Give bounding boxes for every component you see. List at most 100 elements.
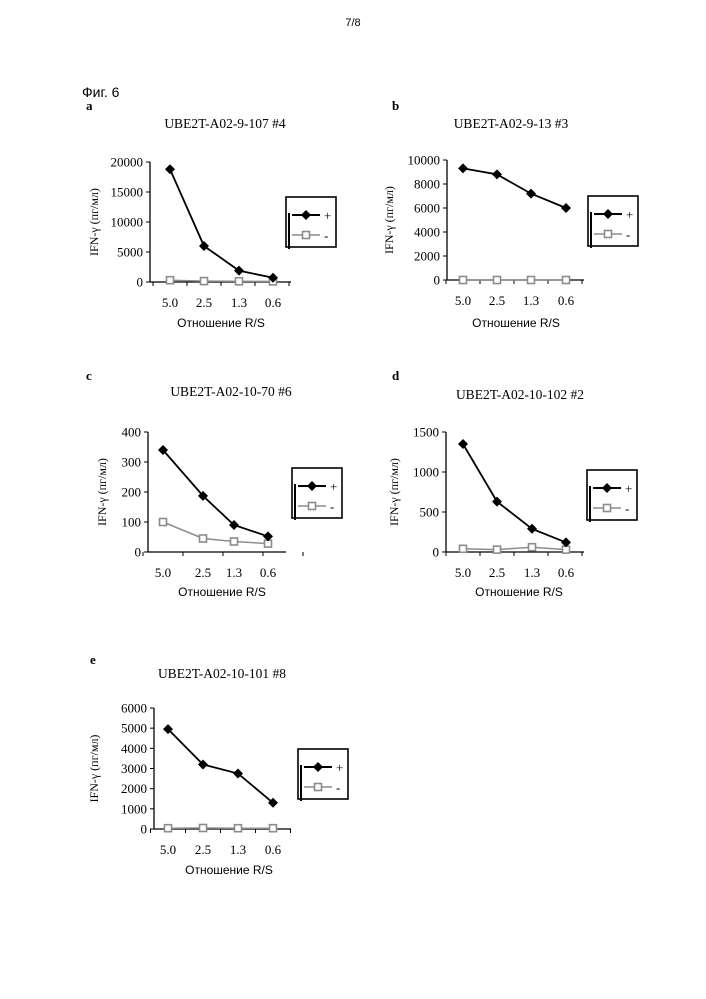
x-axis-label: Отношение R/S (475, 585, 563, 599)
x-tick-label: 2.5 (489, 565, 505, 580)
legend-label-plus: + (626, 207, 633, 222)
data-point-plus (458, 163, 468, 174)
chart-title: UBE2T-A02-9-107 #4 (164, 116, 286, 131)
y-tick-label: 15000 (111, 185, 144, 200)
panel-letter: d (392, 368, 400, 383)
figure-label: Фиг. 6 (82, 84, 120, 100)
series-line-minus (162, 521, 269, 545)
chart-panel-a: a UBE2T-A02-9-107 #4 0 5000 10000 15000 20000 5… (86, 98, 337, 330)
legend-frame (586, 469, 638, 521)
data-point-minus (165, 275, 175, 285)
legend-marker-minus (307, 501, 317, 511)
series-line-plus (462, 167, 567, 209)
legend-marker-plus (603, 209, 613, 219)
data-point-minus (268, 823, 278, 833)
series-line-minus (169, 279, 274, 283)
y-tick-label: 1000 (121, 801, 147, 816)
x-tick-label: 5.0 (155, 565, 171, 580)
y-tick-label: 500 (420, 505, 440, 520)
data-point-plus (527, 523, 537, 534)
legend-label-minus: - (625, 501, 629, 516)
y-tick-label: 0 (433, 545, 440, 560)
data-point-minus (158, 517, 168, 527)
y-tick-label: 300 (122, 455, 142, 470)
data-point-plus (198, 759, 208, 770)
data-point-plus (561, 537, 571, 548)
y-tick-label: 6000 (121, 701, 147, 716)
data-point-plus (234, 265, 244, 276)
x-tick-label: 5.0 (160, 842, 176, 857)
x-axis-label: Отношение R/S (472, 316, 560, 330)
data-point-plus (268, 272, 278, 283)
legend-label-plus: + (330, 479, 337, 494)
data-point-plus (268, 797, 278, 808)
y-tick-label: 10000 (408, 153, 441, 168)
x-tick-label: 1.3 (230, 842, 246, 857)
legend-marker-plus (301, 210, 311, 220)
y-tick-label: 4000 (121, 741, 147, 756)
data-point-plus (158, 445, 168, 455)
x-tick-label: 0.6 (265, 842, 282, 857)
chart-panel-e: e UBE2T-A02-10-101 #8 0 1000 2000 3000 4000 500… (87, 652, 349, 877)
y-tick-label: 200 (122, 485, 142, 500)
data-point-minus (561, 275, 571, 285)
data-point-minus (527, 542, 537, 552)
panel-letter: a (86, 98, 93, 113)
y-tick-label: 5000 (117, 245, 143, 260)
legend-label-minus: - (626, 227, 630, 242)
legend-marker-minus (602, 503, 612, 513)
legend-label-plus: + (324, 208, 331, 223)
x-tick-label: 1.3 (231, 295, 247, 310)
data-point-minus (458, 275, 468, 285)
y-tick-label: 2000 (414, 249, 440, 264)
data-point-plus (561, 203, 571, 213)
x-tick-label: 5.0 (455, 565, 471, 580)
chart-panel-c: c UBE2T-A02-10-70 #6 0 100 200 300 400 5.0 2.5 1.… (86, 368, 343, 599)
x-tick-label: 2.5 (195, 565, 211, 580)
y-axis-label: IFN-γ (пг/мл) (87, 188, 101, 256)
y-tick-label: 3000 (121, 761, 147, 776)
y-tick-label: 0 (434, 273, 441, 288)
y-tick-label: 2000 (121, 781, 147, 796)
legend: +- (291, 467, 343, 520)
data-point-minus (458, 544, 468, 554)
series-line-plus (167, 728, 274, 804)
legend-marker-plus (313, 762, 323, 772)
x-tick-label: 5.0 (455, 293, 471, 308)
legend-marker-minus (603, 229, 613, 239)
data-point-plus (199, 241, 209, 251)
y-tick-label: 6000 (414, 201, 440, 216)
y-tick-label: 1500 (413, 425, 439, 440)
legend-label-minus: - (324, 228, 328, 243)
x-tick-label: 2.5 (196, 295, 212, 310)
data-point-minus (229, 537, 239, 546)
data-point-plus (458, 439, 468, 449)
data-point-minus (198, 534, 208, 543)
legend-frame (285, 196, 337, 248)
y-tick-label: 400 (122, 425, 142, 440)
panel-letter: e (90, 652, 96, 667)
x-tick-label: 0.6 (558, 565, 575, 580)
data-point-plus (233, 768, 243, 779)
y-axis-label: IFN-γ (пг/мл) (87, 735, 101, 803)
data-point-minus (233, 823, 243, 833)
chart-panel-b: b UBE2T-A02-9-13 #3 0 2000 4000 6000 8000 10000… (382, 98, 639, 330)
y-tick-label: 1000 (413, 465, 439, 480)
data-point-minus (526, 275, 536, 285)
y-tick-label: 0 (135, 545, 142, 560)
legend: +- (297, 748, 349, 801)
panel-letter: b (392, 98, 399, 113)
x-tick-label: 1.3 (524, 565, 540, 580)
page-number: 7/8 (345, 17, 360, 29)
data-point-plus (163, 724, 173, 735)
y-tick-label: 100 (122, 515, 142, 530)
legend-label-minus: - (330, 499, 334, 514)
x-tick-label: 5.0 (162, 295, 178, 310)
data-point-minus (492, 545, 502, 554)
data-point-plus (492, 496, 502, 507)
data-point-minus (492, 275, 502, 285)
series-line-plus (462, 443, 567, 544)
chart-title: UBE2T-A02-10-102 #2 (456, 387, 584, 402)
legend-frame (587, 195, 639, 247)
y-axis-label: IFN-γ (пг/мл) (387, 458, 401, 526)
